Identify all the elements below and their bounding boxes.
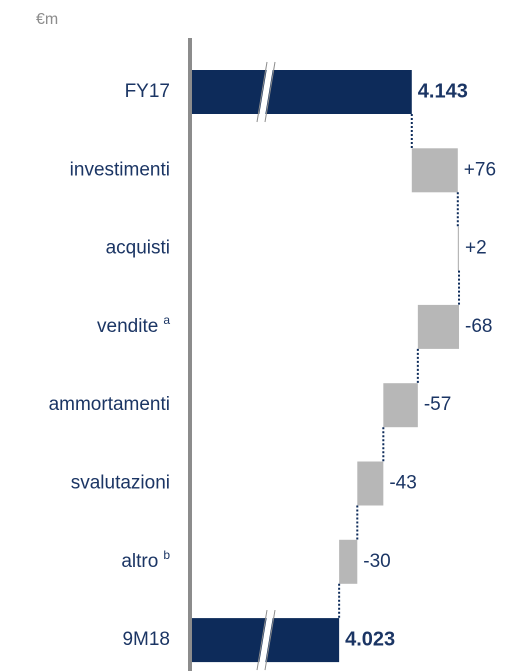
break-mark [256,61,268,123]
break-mark [264,610,276,671]
value-label: -30 [363,551,390,572]
category-name: ammortamenti [49,394,170,415]
category-label: altro b [121,548,170,572]
bar [192,70,412,114]
category-label: svalutazioni [71,473,170,494]
axis-break [258,610,274,671]
category-label: vendite a [97,313,170,337]
bar [457,226,460,271]
category-label: investimenti [70,159,170,180]
category-label: FY17 [125,81,170,102]
break-mark [256,610,268,671]
value-label: -68 [465,316,492,337]
category-name: svalutazioni [71,473,170,494]
value-label: -57 [424,394,451,415]
axis-break [258,62,274,122]
value-label: +2 [465,238,487,259]
footnote-marker: a [163,313,170,327]
bar [357,461,384,506]
bar [411,148,458,193]
category-name: FY17 [125,81,170,102]
value-label: 4.023 [345,628,395,650]
category-name: altro [121,551,158,572]
bar [339,539,358,584]
value-label: 4.143 [418,80,468,102]
value-label: -43 [389,473,416,494]
category-label: acquisti [106,238,170,259]
bar [417,304,460,349]
category-name: vendite [97,316,158,337]
category-label: ammortamenti [49,394,170,415]
footnote-marker: b [163,548,170,562]
unit-label: €m [36,11,58,28]
value-label: +76 [464,159,496,180]
category-name: acquisti [106,238,170,259]
category-name: investimenti [70,159,170,180]
break-mark [264,61,276,123]
category-name: 9M18 [122,629,170,650]
bar [383,383,418,428]
category-label: 9M18 [122,629,170,650]
